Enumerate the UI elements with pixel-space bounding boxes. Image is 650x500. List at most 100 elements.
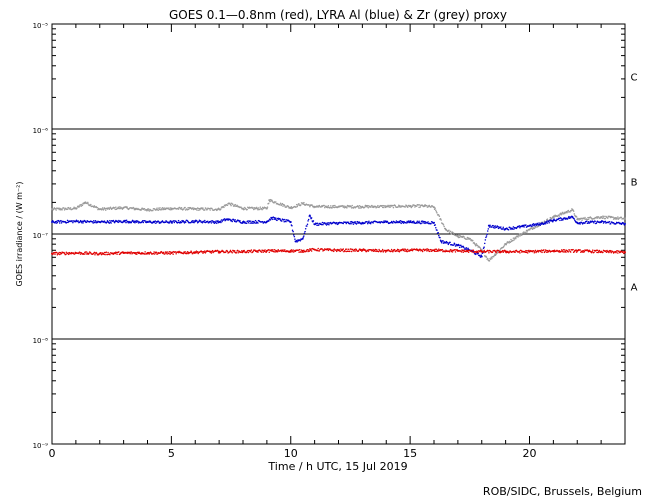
data-dot bbox=[546, 249, 549, 252]
data-dot bbox=[236, 249, 239, 252]
data-dot bbox=[171, 251, 174, 253]
data-dot bbox=[386, 205, 389, 208]
data-dot bbox=[252, 208, 255, 211]
data-dot bbox=[420, 222, 422, 225]
data-dot bbox=[271, 218, 273, 221]
data-dot bbox=[603, 215, 605, 218]
data-dot bbox=[365, 250, 368, 253]
data-dot bbox=[133, 208, 136, 211]
data-dot bbox=[342, 248, 345, 250]
data-dot bbox=[510, 238, 512, 241]
data-dot bbox=[369, 222, 372, 225]
data-dot bbox=[190, 251, 193, 254]
data-dot bbox=[189, 251, 192, 254]
data-dot bbox=[123, 219, 125, 222]
data-dot bbox=[106, 208, 109, 210]
data-dot bbox=[616, 217, 618, 220]
data-dot bbox=[302, 236, 305, 238]
data-dot bbox=[137, 220, 139, 223]
data-dot bbox=[217, 207, 220, 209]
data-dot bbox=[513, 238, 516, 240]
data-dot bbox=[582, 249, 584, 252]
data-dot bbox=[280, 249, 282, 251]
data-dot bbox=[516, 235, 518, 237]
data-dot bbox=[80, 220, 82, 223]
data-dot bbox=[477, 251, 479, 254]
data-dot bbox=[135, 251, 137, 254]
data-dot bbox=[290, 249, 293, 251]
data-dot bbox=[177, 221, 179, 224]
data-dot bbox=[543, 249, 545, 251]
data-dot bbox=[257, 222, 259, 224]
data-dot bbox=[130, 251, 133, 253]
data-dot bbox=[443, 225, 445, 228]
data-dot bbox=[241, 251, 244, 254]
data-dot bbox=[191, 219, 194, 222]
data-dot bbox=[384, 249, 386, 252]
data-dot bbox=[153, 251, 155, 253]
data-dot bbox=[569, 217, 572, 219]
data-dot bbox=[525, 231, 527, 233]
data-dot bbox=[507, 250, 509, 253]
data-dot bbox=[541, 251, 543, 254]
data-dot bbox=[488, 252, 490, 254]
y-tick-label: 10⁻⁶ bbox=[33, 127, 49, 135]
data-dot bbox=[596, 249, 599, 252]
data-dot bbox=[593, 222, 595, 224]
data-dot bbox=[493, 225, 496, 228]
data-dot bbox=[130, 221, 133, 224]
data-dot bbox=[270, 216, 272, 219]
data-dot bbox=[615, 222, 617, 225]
data-dot bbox=[310, 217, 313, 219]
data-dot bbox=[152, 209, 154, 212]
data-dot bbox=[434, 207, 436, 209]
data-dot bbox=[226, 204, 229, 207]
data-dot bbox=[421, 249, 423, 252]
data-dot bbox=[418, 220, 420, 223]
data-dot bbox=[399, 220, 402, 222]
data-dot bbox=[101, 207, 104, 209]
x-axis-label: Time / h UTC, 15 Jul 2019 bbox=[267, 460, 407, 473]
data-dot bbox=[509, 227, 512, 229]
data-dot bbox=[573, 218, 576, 220]
data-dot bbox=[568, 217, 571, 220]
data-dot bbox=[106, 221, 108, 223]
series-lyra-zr-proxy bbox=[51, 198, 626, 262]
data-dot bbox=[350, 248, 352, 250]
data-dot bbox=[104, 209, 107, 211]
data-dot bbox=[66, 219, 69, 222]
data-dot bbox=[445, 240, 448, 243]
data-dot bbox=[215, 220, 217, 222]
data-dot bbox=[195, 252, 197, 254]
data-dot bbox=[446, 241, 449, 244]
data-dot bbox=[309, 248, 311, 250]
data-dot bbox=[454, 243, 456, 245]
data-dot bbox=[275, 201, 277, 203]
data-dot bbox=[334, 204, 336, 207]
data-dot bbox=[349, 222, 351, 225]
data-dot bbox=[623, 217, 626, 220]
data-dot bbox=[230, 204, 232, 207]
data-dot bbox=[170, 220, 172, 222]
data-dot bbox=[134, 208, 137, 211]
data-dot bbox=[399, 221, 401, 224]
data-dot bbox=[192, 208, 195, 211]
data-dot bbox=[553, 218, 555, 220]
data-dot bbox=[251, 222, 253, 224]
data-dot bbox=[342, 222, 345, 225]
data-dot bbox=[449, 230, 452, 233]
data-dot bbox=[125, 205, 127, 208]
data-dot bbox=[573, 213, 576, 215]
data-dot bbox=[213, 220, 215, 223]
data-dot bbox=[494, 253, 496, 255]
data-dot bbox=[98, 252, 100, 255]
data-dot bbox=[92, 222, 94, 224]
data-dot bbox=[423, 205, 425, 208]
data-dot bbox=[404, 248, 407, 250]
data-dot bbox=[344, 248, 347, 251]
data-dot bbox=[210, 252, 213, 254]
data-dot bbox=[90, 203, 92, 206]
data-dot bbox=[435, 248, 438, 251]
data-dot bbox=[173, 220, 175, 222]
data-dot bbox=[114, 252, 117, 255]
